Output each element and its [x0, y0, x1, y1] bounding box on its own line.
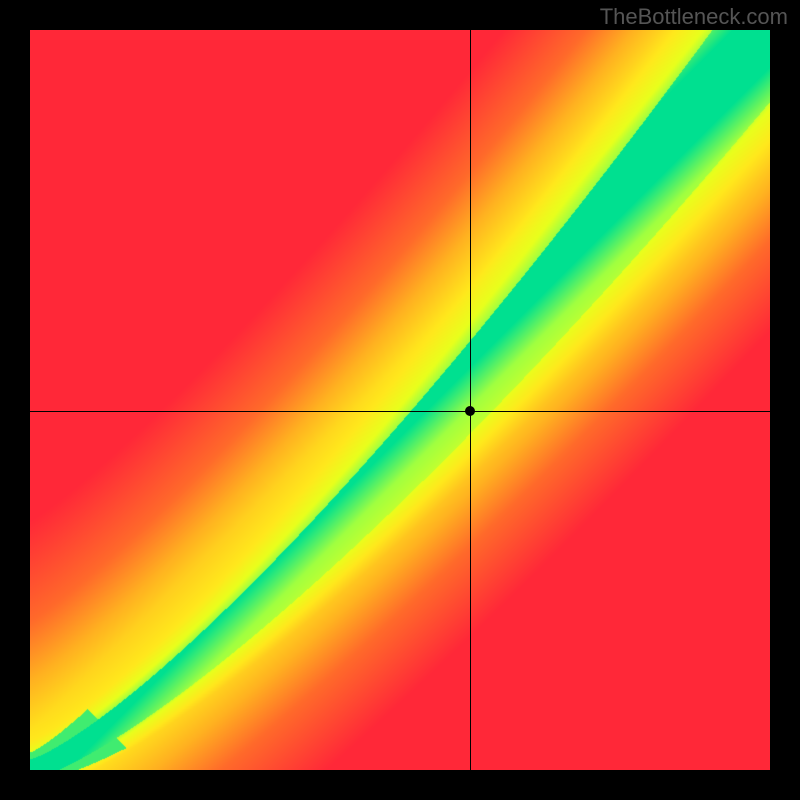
crosshair-point: [465, 406, 475, 416]
crosshair-vertical: [470, 30, 471, 770]
heatmap-canvas: [30, 30, 770, 770]
watermark-text: TheBottleneck.com: [600, 4, 788, 30]
crosshair-horizontal: [30, 411, 770, 412]
heatmap-plot: [30, 30, 770, 770]
